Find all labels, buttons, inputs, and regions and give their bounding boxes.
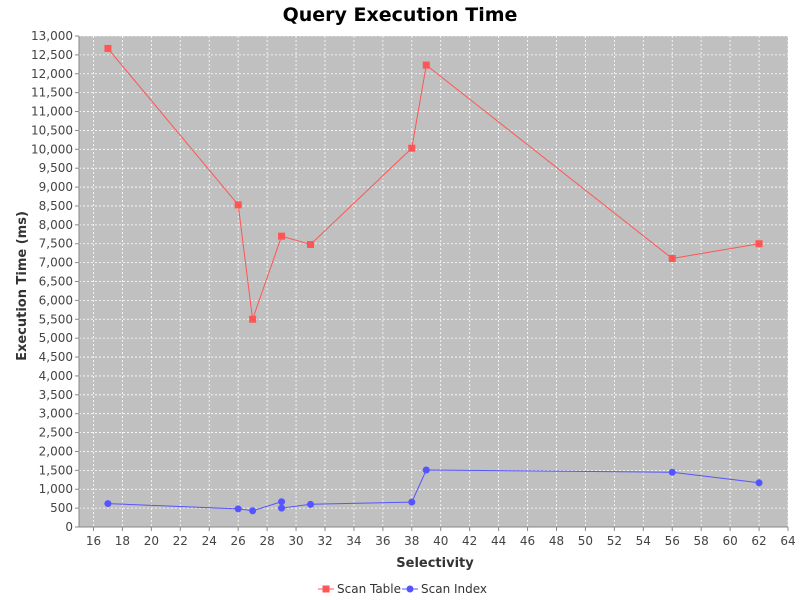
x-tick-label: 18: [115, 534, 130, 548]
chart-title: Query Execution Time: [283, 4, 518, 26]
y-tick-label: 500: [50, 501, 73, 515]
legend-swatch-marker: [406, 585, 414, 593]
series-layer: [104, 44, 763, 515]
y-tick-label: 12,000: [31, 67, 73, 81]
data-point: [278, 504, 286, 512]
data-point: [234, 505, 242, 513]
x-tick-label: 38: [404, 534, 419, 548]
x-tick-label: 30: [288, 534, 303, 548]
data-point: [668, 254, 676, 262]
x-tick-label: 54: [636, 534, 651, 548]
legend-item-scan-table: Scan Table: [318, 582, 401, 596]
x-tick-label: 26: [231, 534, 246, 548]
data-point: [307, 500, 315, 508]
x-tick-label: 22: [173, 534, 188, 548]
y-tick-label: 3,500: [39, 388, 73, 402]
x-tick-label: 20: [144, 534, 159, 548]
data-point: [278, 498, 286, 506]
y-tick-label: 2,000: [39, 444, 73, 458]
plot-area: [79, 36, 788, 527]
y-tick-label: 10,500: [31, 123, 73, 137]
x-tick-label: 58: [694, 534, 709, 548]
x-tick-label: 52: [607, 534, 622, 548]
y-tick-label: 4,000: [39, 369, 73, 383]
legend-label: Scan Table: [337, 582, 401, 596]
data-point: [278, 232, 286, 240]
x-tick-label: 46: [520, 534, 535, 548]
x-tick-label: 32: [317, 534, 332, 548]
x-tick-label: 40: [433, 534, 448, 548]
data-point: [755, 240, 763, 248]
data-point: [668, 468, 676, 476]
data-point: [408, 144, 416, 152]
y-tick-label: 2,500: [39, 426, 73, 440]
axes: 16 18 20 22 24 26 28 30 32 34 36 38 40 42 44 46 48 50 52 54…: [31, 29, 796, 548]
data-point: [422, 466, 430, 474]
y-tick-label: 0: [65, 520, 73, 534]
y-tick-label: 7,500: [39, 237, 73, 251]
y-tick-label: 9,000: [39, 180, 73, 194]
x-tick-label: 28: [259, 534, 274, 548]
y-tick-label: 1,000: [39, 482, 73, 496]
x-tick-label: 34: [346, 534, 361, 548]
y-tick-label: 8,500: [39, 199, 73, 213]
data-point: [249, 315, 257, 323]
x-tick-label: 16: [86, 534, 101, 548]
x-tick-label: 36: [375, 534, 390, 548]
y-tick-label: 8,000: [39, 218, 73, 232]
series-scan-table: [104, 44, 763, 323]
y-tick-label: 7,000: [39, 256, 73, 270]
data-point: [249, 507, 257, 515]
legend-label: Scan Index: [421, 582, 487, 596]
x-tick-label: 50: [578, 534, 593, 548]
legend-swatch-marker: [322, 585, 330, 593]
series-scan-index: [104, 466, 763, 515]
data-point: [104, 500, 112, 508]
y-tick-label: 11,500: [31, 86, 73, 100]
data-point: [307, 240, 315, 248]
x-tick-label: 48: [549, 534, 564, 548]
data-point: [408, 498, 416, 506]
x-tick-label: 24: [202, 534, 217, 548]
x-tick-label: 62: [751, 534, 766, 548]
y-tick-label: 10,000: [31, 142, 73, 156]
y-tick-label: 5,500: [39, 312, 73, 326]
x-tick-label: 56: [665, 534, 680, 548]
x-tick-label: 64: [780, 534, 795, 548]
x-tick-label: 42: [462, 534, 477, 548]
y-tick-label: 11,000: [31, 105, 73, 119]
x-tick-label: 44: [491, 534, 506, 548]
y-tick-label: 3,000: [39, 407, 73, 421]
y-tick-label: 6,500: [39, 275, 73, 289]
legend-item-scan-index: Scan Index: [402, 582, 487, 596]
y-tick-label: 13,000: [31, 29, 73, 43]
data-point: [104, 44, 112, 52]
y-tick-label: 9,500: [39, 161, 73, 175]
y-tick-label: 4,500: [39, 350, 73, 364]
y-tick-label: 5,000: [39, 331, 73, 345]
y-tick-label: 12,500: [31, 48, 73, 62]
y-tick-label: 6,000: [39, 293, 73, 307]
x-tick-label: 60: [722, 534, 737, 548]
series-line-scan-index: [107, 469, 760, 512]
grid-lines: [79, 35, 789, 528]
data-point: [755, 479, 763, 487]
y-axis-label: Execution Time (ms): [15, 211, 30, 361]
x-axis-label: Selectivity: [396, 556, 474, 571]
legend: Scan Table Scan Index: [318, 582, 487, 596]
y-tick-label: 1,500: [39, 463, 73, 477]
data-point: [234, 201, 242, 209]
data-point: [422, 61, 430, 69]
